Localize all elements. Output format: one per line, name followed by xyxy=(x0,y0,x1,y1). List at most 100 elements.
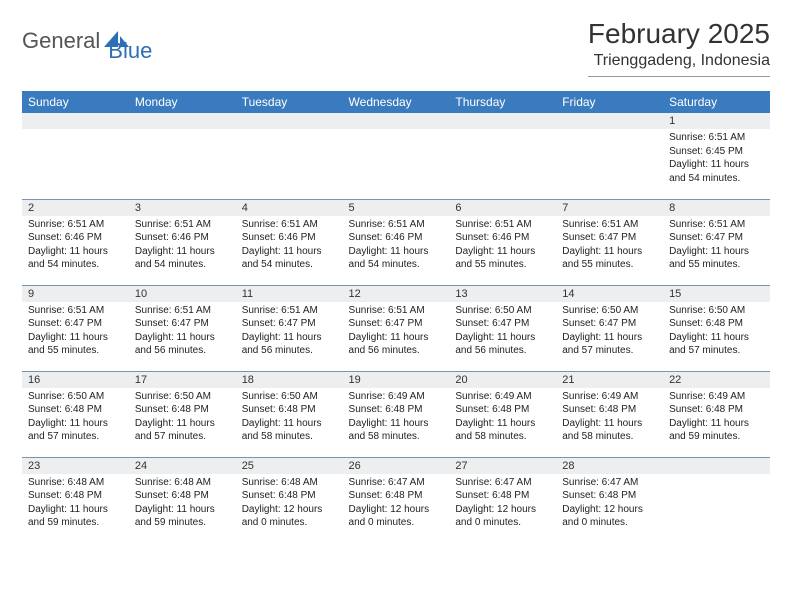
day-number: 12 xyxy=(343,286,450,302)
day-body: Sunrise: 6:51 AMSunset: 6:46 PMDaylight:… xyxy=(129,216,236,276)
day-line: Sunset: 6:47 PM xyxy=(242,317,337,331)
day-line: Daylight: 11 hours xyxy=(455,245,550,259)
day-number: 15 xyxy=(663,286,770,302)
day-body: Sunrise: 6:47 AMSunset: 6:48 PMDaylight:… xyxy=(556,474,663,534)
calendar-body: 1Sunrise: 6:51 AMSunset: 6:45 PMDaylight… xyxy=(22,113,770,543)
dayhead-mon: Monday xyxy=(129,91,236,113)
day-line: Daylight: 11 hours xyxy=(562,245,657,259)
calendar-cell: 3Sunrise: 6:51 AMSunset: 6:46 PMDaylight… xyxy=(129,199,236,285)
calendar-cell: 26Sunrise: 6:47 AMSunset: 6:48 PMDayligh… xyxy=(343,457,450,543)
day-line: Sunset: 6:48 PM xyxy=(135,403,230,417)
calendar-row: 9Sunrise: 6:51 AMSunset: 6:47 PMDaylight… xyxy=(22,285,770,371)
day-number: 14 xyxy=(556,286,663,302)
day-line: Sunrise: 6:51 AM xyxy=(669,218,764,232)
day-line: and 54 minutes. xyxy=(349,258,444,272)
day-number: 27 xyxy=(449,458,556,474)
day-line: Daylight: 11 hours xyxy=(455,331,550,345)
day-number: 26 xyxy=(343,458,450,474)
day-line: Sunrise: 6:51 AM xyxy=(562,218,657,232)
day-line: Daylight: 11 hours xyxy=(242,417,337,431)
day-line: Sunrise: 6:49 AM xyxy=(669,390,764,404)
brand-logo: General Blue xyxy=(22,18,152,64)
day-line: and 56 minutes. xyxy=(349,344,444,358)
dayhead-wed: Wednesday xyxy=(343,91,450,113)
day-line: Sunrise: 6:51 AM xyxy=(242,218,337,232)
day-number: 24 xyxy=(129,458,236,474)
day-body: Sunrise: 6:51 AMSunset: 6:45 PMDaylight:… xyxy=(663,129,770,189)
day-line: and 58 minutes. xyxy=(455,430,550,444)
day-number: 11 xyxy=(236,286,343,302)
calendar-cell: 12Sunrise: 6:51 AMSunset: 6:47 PMDayligh… xyxy=(343,285,450,371)
day-body xyxy=(449,129,556,135)
day-line: Daylight: 11 hours xyxy=(669,417,764,431)
day-body: Sunrise: 6:51 AMSunset: 6:47 PMDaylight:… xyxy=(343,302,450,362)
day-body xyxy=(343,129,450,135)
calendar-cell: 4Sunrise: 6:51 AMSunset: 6:46 PMDaylight… xyxy=(236,199,343,285)
day-line: Sunset: 6:47 PM xyxy=(562,317,657,331)
day-number: 13 xyxy=(449,286,556,302)
day-line: and 0 minutes. xyxy=(349,516,444,530)
day-number: 7 xyxy=(556,200,663,216)
calendar-cell: 28Sunrise: 6:47 AMSunset: 6:48 PMDayligh… xyxy=(556,457,663,543)
day-line: Sunset: 6:48 PM xyxy=(669,317,764,331)
day-line: and 59 minutes. xyxy=(135,516,230,530)
calendar-cell: 23Sunrise: 6:48 AMSunset: 6:48 PMDayligh… xyxy=(22,457,129,543)
day-line: Sunset: 6:46 PM xyxy=(349,231,444,245)
calendar-cell: 18Sunrise: 6:50 AMSunset: 6:48 PMDayligh… xyxy=(236,371,343,457)
day-line: and 55 minutes. xyxy=(562,258,657,272)
day-line: and 56 minutes. xyxy=(455,344,550,358)
calendar-cell: 17Sunrise: 6:50 AMSunset: 6:48 PMDayligh… xyxy=(129,371,236,457)
day-body: Sunrise: 6:51 AMSunset: 6:46 PMDaylight:… xyxy=(449,216,556,276)
calendar-cell xyxy=(663,457,770,543)
day-body: Sunrise: 6:51 AMSunset: 6:47 PMDaylight:… xyxy=(663,216,770,276)
day-line: and 55 minutes. xyxy=(455,258,550,272)
day-line: Sunrise: 6:48 AM xyxy=(135,476,230,490)
day-line: Sunset: 6:48 PM xyxy=(28,403,123,417)
day-line: Sunset: 6:48 PM xyxy=(455,403,550,417)
calendar-cell: 27Sunrise: 6:47 AMSunset: 6:48 PMDayligh… xyxy=(449,457,556,543)
day-line: Sunrise: 6:49 AM xyxy=(562,390,657,404)
day-line: Daylight: 12 hours xyxy=(242,503,337,517)
day-line: Daylight: 11 hours xyxy=(349,245,444,259)
day-body xyxy=(663,474,770,480)
day-line: Daylight: 11 hours xyxy=(349,417,444,431)
day-line: Sunrise: 6:51 AM xyxy=(28,304,123,318)
day-line: and 0 minutes. xyxy=(242,516,337,530)
day-line: and 54 minutes. xyxy=(28,258,123,272)
day-line: Sunset: 6:47 PM xyxy=(349,317,444,331)
day-body: Sunrise: 6:50 AMSunset: 6:48 PMDaylight:… xyxy=(129,388,236,448)
day-body: Sunrise: 6:48 AMSunset: 6:48 PMDaylight:… xyxy=(22,474,129,534)
day-line: Daylight: 11 hours xyxy=(669,331,764,345)
calendar-cell xyxy=(129,113,236,199)
day-line: and 0 minutes. xyxy=(562,516,657,530)
day-line: Daylight: 11 hours xyxy=(562,417,657,431)
day-body: Sunrise: 6:47 AMSunset: 6:48 PMDaylight:… xyxy=(449,474,556,534)
day-number xyxy=(663,458,770,474)
day-body: Sunrise: 6:49 AMSunset: 6:48 PMDaylight:… xyxy=(663,388,770,448)
day-line: and 57 minutes. xyxy=(669,344,764,358)
day-line: and 56 minutes. xyxy=(135,344,230,358)
day-number: 28 xyxy=(556,458,663,474)
day-line: Sunset: 6:46 PM xyxy=(28,231,123,245)
day-line: Sunset: 6:48 PM xyxy=(242,403,337,417)
day-line: Sunset: 6:48 PM xyxy=(242,489,337,503)
calendar-cell: 24Sunrise: 6:48 AMSunset: 6:48 PMDayligh… xyxy=(129,457,236,543)
header: General Blue February 2025 Trienggadeng,… xyxy=(22,18,770,77)
day-line: and 57 minutes. xyxy=(135,430,230,444)
calendar-cell: 21Sunrise: 6:49 AMSunset: 6:48 PMDayligh… xyxy=(556,371,663,457)
day-line: Daylight: 11 hours xyxy=(135,503,230,517)
day-line: Sunset: 6:48 PM xyxy=(349,403,444,417)
day-body xyxy=(129,129,236,135)
day-body: Sunrise: 6:50 AMSunset: 6:48 PMDaylight:… xyxy=(663,302,770,362)
day-line: Daylight: 11 hours xyxy=(28,245,123,259)
day-number xyxy=(343,113,450,129)
day-line: and 0 minutes. xyxy=(455,516,550,530)
day-line: and 59 minutes. xyxy=(28,516,123,530)
calendar-row: 16Sunrise: 6:50 AMSunset: 6:48 PMDayligh… xyxy=(22,371,770,457)
dayhead-sat: Saturday xyxy=(663,91,770,113)
calendar-cell: 25Sunrise: 6:48 AMSunset: 6:48 PMDayligh… xyxy=(236,457,343,543)
day-body xyxy=(236,129,343,135)
calendar-cell: 2Sunrise: 6:51 AMSunset: 6:46 PMDaylight… xyxy=(22,199,129,285)
day-line: and 54 minutes. xyxy=(669,172,764,186)
day-body xyxy=(556,129,663,135)
